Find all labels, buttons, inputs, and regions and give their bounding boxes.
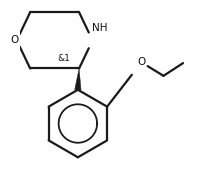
Text: O: O [11, 35, 19, 45]
Text: NH: NH [92, 23, 108, 33]
Text: &1: &1 [57, 54, 70, 63]
Text: O: O [137, 57, 146, 67]
Polygon shape [75, 68, 81, 90]
